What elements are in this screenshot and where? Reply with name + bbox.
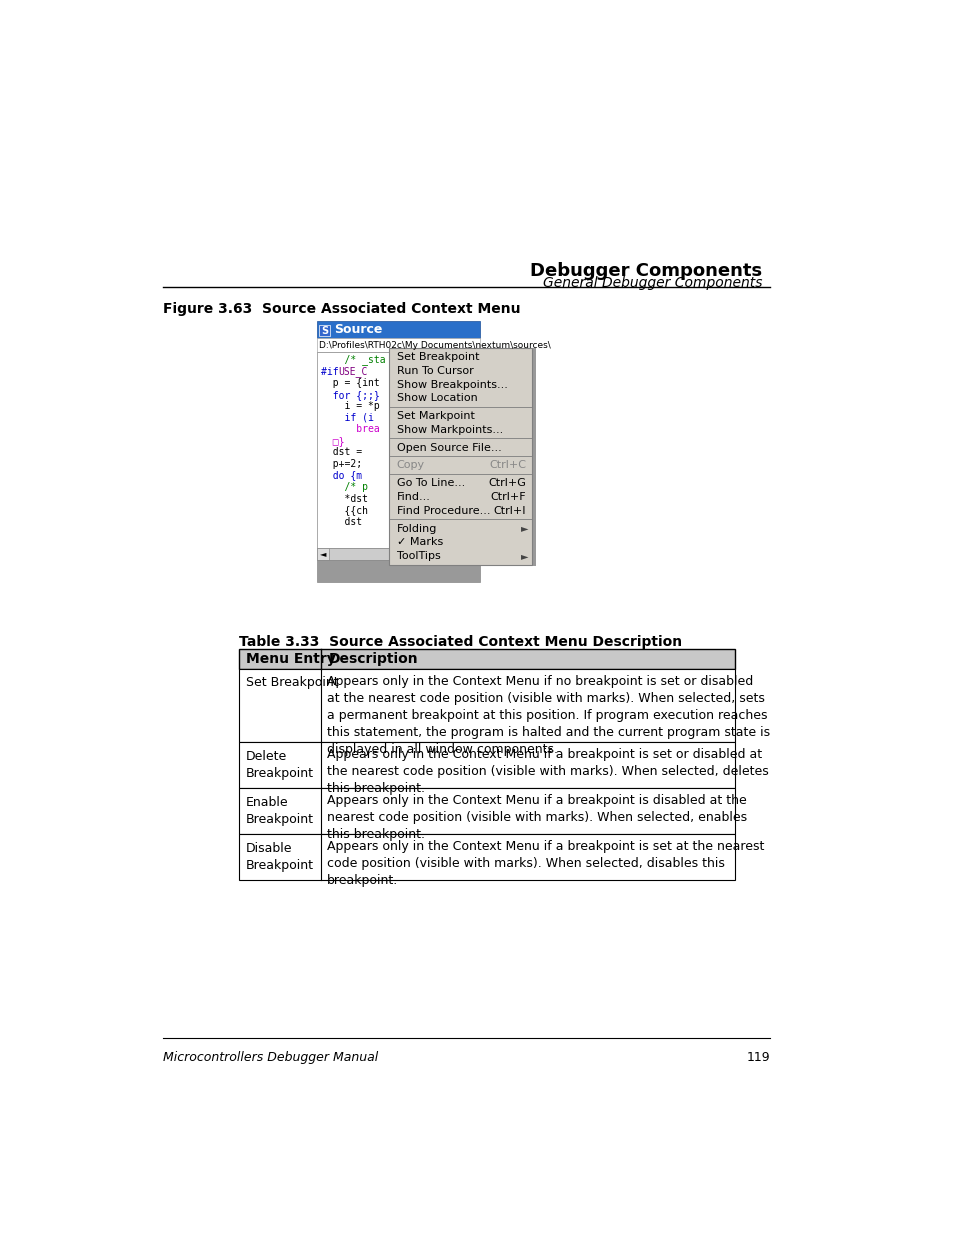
Text: Debugger Components: Debugger Components xyxy=(530,262,761,280)
Bar xyxy=(316,548,479,561)
Text: Disable
Breakpoint: Disable Breakpoint xyxy=(245,842,314,872)
Bar xyxy=(319,325,330,336)
Bar xyxy=(316,548,329,561)
Text: Find...: Find... xyxy=(396,492,430,501)
Text: General Debugger Components: General Debugger Components xyxy=(542,275,761,290)
Text: ►: ► xyxy=(520,524,528,534)
Text: #if: #if xyxy=(320,367,344,377)
Text: Appears only in the Context Menu if a breakpoint is set or disabled at
the neare: Appears only in the Context Menu if a br… xyxy=(327,748,768,795)
Text: *dst: *dst xyxy=(320,494,367,504)
Text: Enable
Breakpoint: Enable Breakpoint xyxy=(245,795,314,826)
Text: 119: 119 xyxy=(746,1051,769,1065)
Text: ✓ Marks: ✓ Marks xyxy=(396,537,442,547)
Text: Show Location: Show Location xyxy=(396,394,476,404)
Bar xyxy=(239,668,735,742)
Text: ►: ► xyxy=(520,551,528,561)
Text: Find Procedure...: Find Procedure... xyxy=(396,506,490,516)
Text: Ctrl+F: Ctrl+F xyxy=(490,492,525,501)
Text: brea: brea xyxy=(320,425,379,435)
Text: dst =: dst = xyxy=(320,447,361,457)
Text: Show Breakpoints...: Show Breakpoints... xyxy=(396,379,507,389)
Text: USE_C: USE_C xyxy=(337,366,367,377)
Text: Set Markpoint: Set Markpoint xyxy=(396,411,474,421)
Bar xyxy=(239,742,735,788)
Text: dst: dst xyxy=(320,516,361,526)
Bar xyxy=(316,338,479,352)
Text: ToolTips: ToolTips xyxy=(396,551,440,561)
Text: Open Source File...: Open Source File... xyxy=(396,442,501,453)
Bar xyxy=(391,348,536,567)
Text: Table 3.33  Source Associated Context Menu Description: Table 3.33 Source Associated Context Men… xyxy=(239,635,681,648)
Bar xyxy=(239,835,735,881)
Text: Go To Line...: Go To Line... xyxy=(396,478,464,488)
Text: Appears only in the Context Menu if a breakpoint is disabled at the
nearest code: Appears only in the Context Menu if a br… xyxy=(327,794,746,841)
Text: if (i: if (i xyxy=(320,412,374,422)
Text: for {;;}: for {;;} xyxy=(320,389,379,400)
Text: D:\Profiles\RTH02c\My Documents\nextum\sources\: D:\Profiles\RTH02c\My Documents\nextum\s… xyxy=(319,341,551,350)
Text: Set Breakpoint: Set Breakpoint xyxy=(245,677,338,689)
Text: p+=2;: p+=2; xyxy=(320,459,361,469)
Text: Ctrl+G: Ctrl+G xyxy=(488,478,525,488)
Text: Ctrl+C: Ctrl+C xyxy=(489,461,525,471)
Text: Run To Cursor: Run To Cursor xyxy=(396,366,473,375)
Text: Appears only in the Context Menu if a breakpoint is set at the nearest
code posi: Appears only in the Context Menu if a br… xyxy=(327,841,763,888)
Text: Description: Description xyxy=(328,652,417,666)
Text: Source: Source xyxy=(334,324,382,336)
Bar xyxy=(316,352,479,548)
Bar xyxy=(239,788,735,835)
Text: Show Markpoints...: Show Markpoints... xyxy=(396,425,502,435)
Text: Figure 3.63  Source Associated Context Menu: Figure 3.63 Source Associated Context Me… xyxy=(163,303,520,316)
Text: Menu Entry: Menu Entry xyxy=(245,652,335,666)
Bar xyxy=(239,648,735,668)
Bar xyxy=(316,321,479,338)
Text: Copy: Copy xyxy=(396,461,424,471)
Text: /* p: /* p xyxy=(320,482,367,492)
Text: Microcontrollers Debugger Manual: Microcontrollers Debugger Manual xyxy=(163,1051,378,1065)
Text: ◄: ◄ xyxy=(319,550,326,558)
Text: Ctrl+I: Ctrl+I xyxy=(493,506,525,516)
Text: {{ch: {{ch xyxy=(320,505,367,515)
Text: Delete
Breakpoint: Delete Breakpoint xyxy=(245,750,314,779)
Bar xyxy=(316,561,479,582)
Text: i = *p: i = *p xyxy=(320,401,379,411)
Text: Folding: Folding xyxy=(396,524,436,534)
Text: do {m: do {m xyxy=(320,471,361,480)
Text: p = {int: p = {int xyxy=(320,378,379,388)
Text: /* _sta: /* _sta xyxy=(320,354,385,366)
Text: Appears only in the Context Menu if no breakpoint is set or disabled
at the near: Appears only in the Context Menu if no b… xyxy=(327,674,769,756)
Text: S: S xyxy=(321,326,328,336)
Text: □}: □} xyxy=(320,436,344,446)
Bar xyxy=(389,348,532,564)
Text: Set Breakpoint: Set Breakpoint xyxy=(396,352,478,362)
